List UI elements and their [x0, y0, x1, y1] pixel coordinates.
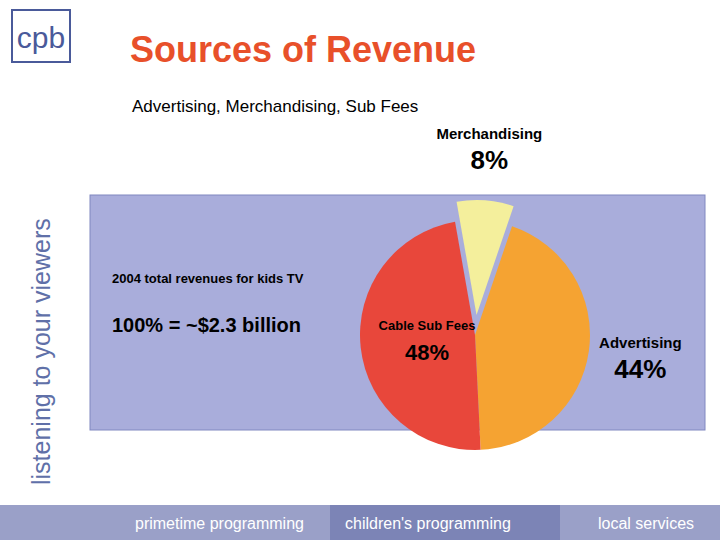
svg-text:2004 total revenues for kids T: 2004 total revenues for kids TV: [112, 271, 304, 286]
svg-text:Advertising: Advertising: [599, 334, 682, 351]
svg-text:listening to your viewers: listening to your viewers: [27, 218, 55, 485]
svg-text:children's programming: children's programming: [345, 515, 511, 532]
svg-text:cpb: cpb: [17, 21, 65, 54]
svg-text:Advertising, Merchandising, Su: Advertising, Merchandising, Sub Fees: [132, 97, 418, 116]
svg-text:48%: 48%: [405, 340, 449, 365]
svg-text:Sources of Revenue: Sources of Revenue: [130, 29, 476, 70]
svg-text:primetime programming: primetime programming: [135, 515, 304, 532]
svg-text:100% = ~$2.3 billion: 100% = ~$2.3 billion: [112, 314, 301, 336]
svg-text:Merchandising: Merchandising: [436, 125, 542, 142]
svg-text:8%: 8%: [471, 145, 509, 175]
svg-text:44%: 44%: [614, 354, 666, 384]
svg-text:Cable Sub Fees: Cable Sub Fees: [379, 318, 476, 333]
svg-text:local services: local services: [598, 515, 694, 532]
